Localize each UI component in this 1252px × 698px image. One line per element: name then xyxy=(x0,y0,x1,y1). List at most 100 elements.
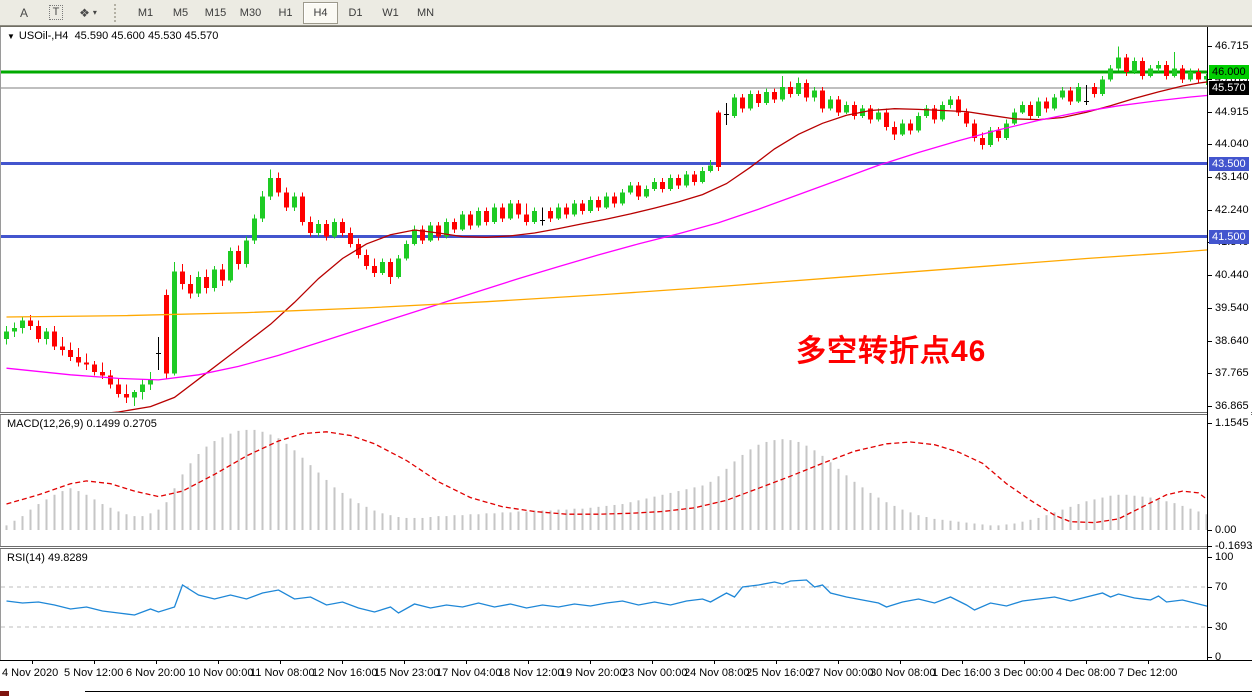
candle-body xyxy=(188,284,193,294)
candle-body xyxy=(580,203,585,212)
candle-body xyxy=(1180,68,1185,80)
candle-body xyxy=(796,83,801,95)
candle-body xyxy=(412,229,417,244)
timeframe-toolbar: M1 M5 M15 M30 H1 H4 D1 W1 MN xyxy=(128,1,443,24)
rsi-canvas[interactable] xyxy=(1,549,1208,660)
candle-body xyxy=(1148,68,1153,76)
candle-body xyxy=(1004,123,1009,138)
candle-body xyxy=(948,99,953,106)
toolbar-grip[interactable] xyxy=(114,3,120,22)
candle-body xyxy=(68,349,73,358)
timeframe-d1-button[interactable]: D1 xyxy=(348,6,363,19)
candle-body xyxy=(700,170,705,182)
time-tick xyxy=(900,661,901,664)
macd-zero-label: 0.00 xyxy=(1215,524,1237,536)
price-tick-label: 42.240 xyxy=(1215,204,1249,216)
candle-body xyxy=(596,200,601,208)
candle-body xyxy=(852,105,857,116)
candle-body xyxy=(876,112,881,120)
candle-body xyxy=(324,223,329,237)
candle-body xyxy=(1052,97,1057,109)
time-label: 25 Nov 16:00 xyxy=(746,667,812,679)
candle-body xyxy=(300,196,305,222)
timeframe-w1-button[interactable]: W1 xyxy=(382,6,399,19)
timeframe-m30-button[interactable]: M30 xyxy=(239,6,262,19)
candle-body xyxy=(276,178,281,193)
candle-body xyxy=(500,207,505,219)
rsi-axis-label-30: 30 xyxy=(1215,621,1228,633)
candle-body xyxy=(1188,72,1193,80)
candle-body xyxy=(828,99,833,109)
timeframe-h4-button[interactable]: H4 xyxy=(303,1,338,24)
price-chart-canvas[interactable] xyxy=(1,27,1208,412)
time-label: 17 Nov 04:00 xyxy=(436,667,502,679)
candle-body xyxy=(836,99,841,113)
text-annotation-button[interactable]: A xyxy=(19,5,28,20)
candle-body xyxy=(1028,105,1033,116)
candle-body xyxy=(236,251,241,265)
candle-body xyxy=(572,203,577,215)
candle-body xyxy=(1084,101,1089,103)
candle-body xyxy=(164,295,169,374)
candle-body xyxy=(772,92,777,100)
price-scale-axis[interactable]: 46.71545.81544.91544.04043.14042.24041.3… xyxy=(1207,27,1252,663)
candle-body xyxy=(788,86,793,95)
timeframe-m5-button[interactable]: M5 xyxy=(172,6,189,19)
candle-body xyxy=(148,379,153,385)
price-badge-45.570: 45.570 xyxy=(1209,81,1249,95)
time-scale-axis[interactable]: 4 Nov 2020 5 Nov 12:00 6 Nov 20:00 10 Nov 0… xyxy=(0,660,1252,688)
candle-body xyxy=(1196,72,1201,80)
candle-body xyxy=(940,105,945,120)
candle-body xyxy=(1108,68,1113,80)
panel-resize-handle[interactable] xyxy=(0,546,1252,549)
candle-body xyxy=(524,214,529,222)
price-tick-label: 36.865 xyxy=(1215,400,1249,412)
timeframe-h1-button[interactable]: H1 xyxy=(278,6,293,19)
candle-body xyxy=(884,112,889,127)
price-tick-label-tick xyxy=(1208,144,1212,145)
candle-body xyxy=(708,165,713,171)
time-label: 4 Nov 2020 xyxy=(2,667,59,679)
timeframe-mn-button[interactable]: MN xyxy=(416,6,435,19)
candle-body xyxy=(924,108,929,116)
rsi-axis-label-0: 0 xyxy=(1215,651,1222,663)
price-tick-label-tick xyxy=(1208,275,1212,276)
timeframe-m1-button[interactable]: M1 xyxy=(137,6,154,19)
arrows-tool-button[interactable]: ❖ ▾ xyxy=(72,2,104,24)
candle-body xyxy=(1012,112,1017,124)
bottom-strip xyxy=(0,688,1252,698)
time-tick xyxy=(776,661,777,664)
price-tick-label: 39.540 xyxy=(1215,302,1249,314)
candle-body xyxy=(180,271,185,285)
candle-body xyxy=(916,115,921,131)
price-tick-label: 37.765 xyxy=(1215,367,1249,379)
candle-body xyxy=(1164,64,1169,76)
macd-min-label-tick xyxy=(1208,545,1212,547)
rsi-label: RSI(14) 49.8289 xyxy=(7,552,88,564)
candle-body xyxy=(556,207,561,219)
candle-body xyxy=(908,123,913,131)
timeframe-m15-button[interactable]: M15 xyxy=(204,6,227,19)
text-label-button[interactable]: T xyxy=(40,2,72,24)
candle-body xyxy=(1132,61,1137,73)
candle-body xyxy=(684,174,689,186)
time-label: 4 Dec 08:00 xyxy=(1056,667,1116,679)
candle-body xyxy=(956,99,961,113)
time-tick xyxy=(1086,661,1087,664)
candle-body xyxy=(44,331,49,339)
chart-title-caret-icon[interactable]: ▼ xyxy=(7,32,15,41)
panel-resize-handle[interactable] xyxy=(0,412,1252,415)
candle-body xyxy=(932,108,937,120)
bottom-red-mark xyxy=(0,691,9,696)
candle-body xyxy=(588,200,593,212)
price-tick-label-tick xyxy=(1208,177,1212,178)
candle-body xyxy=(780,86,785,100)
chart-title-ohlc: 45.590 45.600 45.530 45.570 xyxy=(74,30,219,42)
time-tick xyxy=(838,661,839,664)
candle-body xyxy=(220,269,225,281)
macd-canvas[interactable] xyxy=(1,415,1208,546)
macd-max-label-tick xyxy=(1208,423,1212,424)
candle-body xyxy=(92,364,97,372)
chart-text-annotation[interactable]: 多空转折点46 xyxy=(796,335,987,368)
candle-body xyxy=(388,262,393,277)
